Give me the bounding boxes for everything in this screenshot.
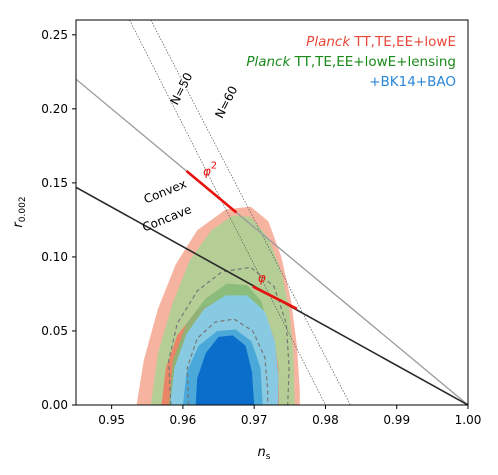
y-tick-label-5: 0.25	[41, 28, 68, 42]
n60-line	[150, 20, 351, 405]
legend-entry-0: Planck TT,TE,EE+lowE	[306, 34, 456, 50]
phi-model-segment	[252, 285, 298, 310]
y-axis-label-sub: 0.002	[18, 196, 28, 222]
x-axis-label-main: n	[258, 445, 266, 460]
y-tick-label-4: 0.20	[41, 102, 68, 116]
plot-frame	[75, 19, 469, 406]
annotation-4-text: φ	[203, 164, 211, 178]
n50-line	[129, 20, 326, 405]
annotation-5: φ	[258, 271, 266, 285]
annotation-1-text: N=50	[167, 70, 195, 107]
annotation-3: Concave	[140, 202, 193, 234]
legend-entry-0-italic: Planck	[306, 34, 351, 50]
annotation-0: N=60	[212, 84, 240, 121]
x-tick-label-2: 0.97	[241, 413, 268, 427]
annotation-4-sup: 2	[211, 160, 217, 171]
x-tick-label-0: 0.95	[98, 413, 125, 427]
annotation-0-text: N=60	[212, 84, 240, 121]
y-tick-label-0: 0.00	[41, 398, 68, 412]
phi2-model-segment	[185, 170, 238, 214]
legend-entry-1-text: TT,TE,EE+lowE+lensing	[290, 54, 456, 70]
y-tick-label-2: 0.10	[41, 250, 68, 264]
phi2-gray-line	[76, 78, 468, 405]
x-axis-label-sub: s	[266, 452, 271, 462]
dashed-inner-contour	[186, 318, 269, 405]
y-axis-label-main: r	[11, 221, 26, 228]
blue-core-contour	[195, 335, 255, 405]
x-tick-label-3: 0.98	[312, 413, 339, 427]
axis-labels: ns r0.002	[11, 196, 271, 462]
annotation-4: φ2	[203, 160, 217, 178]
x-tick-label-1: 0.96	[170, 413, 197, 427]
x-axis-label: ns	[258, 445, 271, 462]
legend-entry-2: +BK14+BAO	[369, 74, 456, 90]
x-tick-label-5: 1.00	[455, 413, 482, 427]
y-tick-label-3: 0.15	[41, 176, 68, 190]
legend-entry-1-italic: Planck	[246, 54, 291, 70]
y-axis-label: r0.002	[11, 196, 28, 227]
annotation-1: N=50	[167, 70, 195, 107]
x-tick-label-4: 0.99	[383, 413, 410, 427]
legend-entry-2-text: +BK14+BAO	[369, 74, 456, 90]
y-tick-label-1: 0.05	[41, 324, 68, 338]
dashed-outer-contour	[168, 266, 290, 405]
legend-entry-0-text: TT,TE,EE+lowE	[350, 34, 456, 50]
legend-entry-1: Planck TT,TE,EE+lowE+lensing	[246, 54, 456, 70]
annotation-5-text: φ	[258, 271, 266, 285]
annotation-2: Convex	[142, 177, 189, 207]
annotation-3-text: Concave	[140, 202, 193, 234]
annotation-2-text: Convex	[142, 177, 189, 207]
